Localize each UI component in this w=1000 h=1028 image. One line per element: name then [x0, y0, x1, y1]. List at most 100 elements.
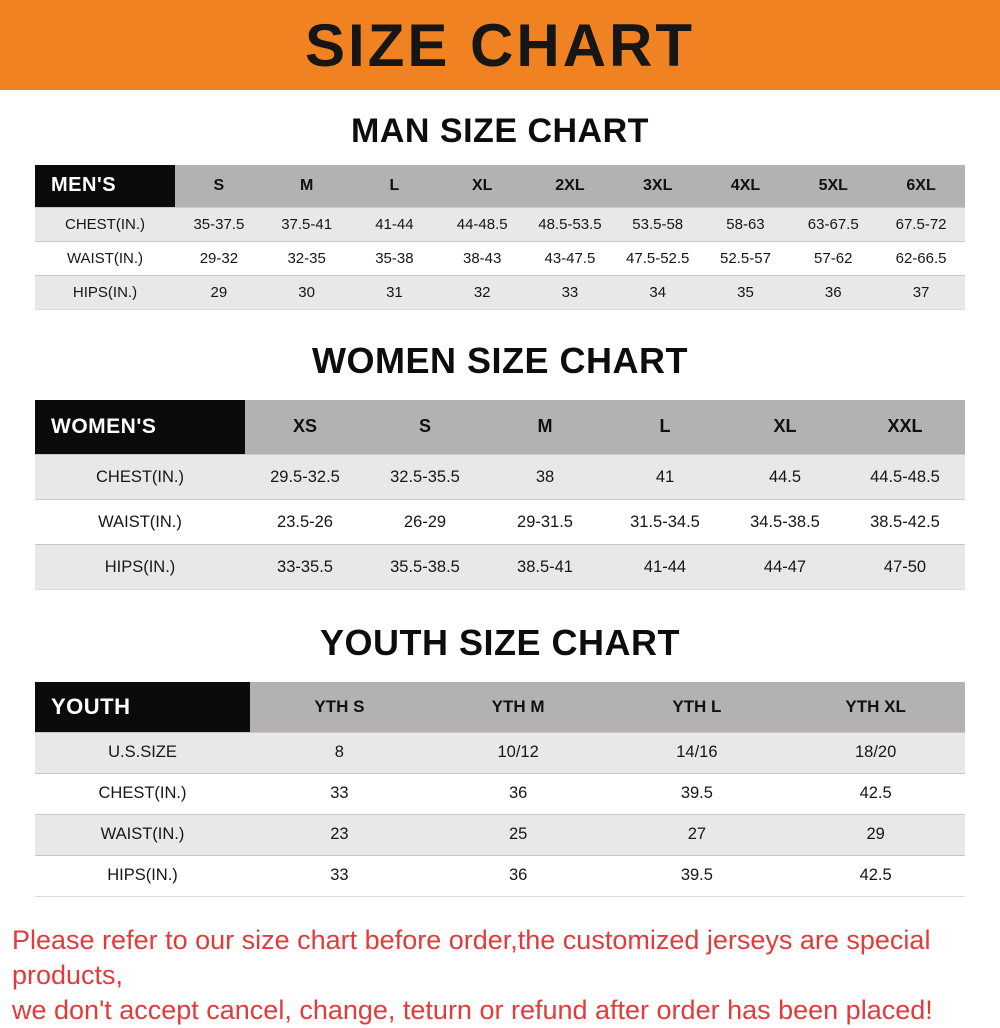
- measurement-value: 42.5: [786, 854, 965, 897]
- size-column-header: M: [262, 165, 351, 207]
- measurement-value: 14/16: [607, 731, 787, 773]
- measurement-label: HIPS(IN.): [35, 544, 245, 590]
- size-column-header: S: [365, 399, 485, 455]
- table-row: U.S.SIZE 8 10/12 14/16 18/20: [35, 731, 965, 773]
- measurement-value: 44-47: [725, 544, 845, 590]
- measurement-value: 26-29: [365, 499, 485, 545]
- size-column-header: YTH XL: [786, 682, 965, 732]
- measurement-value: 29: [786, 813, 965, 855]
- measurement-value: 35: [701, 274, 790, 310]
- footer-line-1: Please refer to our size chart before or…: [12, 924, 931, 990]
- measurement-value: 36: [428, 772, 608, 814]
- measurement-value: 33: [250, 854, 429, 897]
- footer-note: Please refer to our size chart before or…: [12, 923, 990, 1028]
- size-column-header: 4XL: [701, 165, 790, 207]
- table-row: HIPS(IN.) 33 36 39.5 42.5: [35, 854, 965, 897]
- measurement-value: 41-44: [350, 206, 439, 241]
- table-row: WAIST(IN.) 23.5-26 26-29 29-31.5 31.5-34.5 34…: [35, 499, 965, 545]
- men-section-title: MAN SIZE CHART: [351, 112, 649, 150]
- youth-size-chart-section: YOUTH SIZE CHART YOUTH YTH S YTH M YTH L YTH …: [0, 622, 1000, 897]
- women-section-title: WOMEN SIZE CHART: [312, 339, 688, 381]
- measurement-value: 23.5-26: [245, 499, 365, 545]
- measurement-value: 47.5-52.5: [613, 240, 702, 275]
- table-row: HIPS(IN.) 33-35.5 35.5-38.5 38.5-41 41-44 44-…: [35, 544, 965, 590]
- measurement-value: 53.5-58: [613, 206, 702, 241]
- measurement-value: 35-38: [350, 240, 439, 275]
- measurement-value: 44.5: [725, 454, 845, 500]
- measurement-value: 31.5-34.5: [605, 499, 725, 545]
- women-table-header-row: WOMEN'S XS S M L XL XXL: [35, 399, 965, 455]
- measurement-value: 44-48.5: [438, 206, 527, 241]
- women-table-header-label: WOMEN'S: [35, 399, 245, 455]
- measurement-value: 37: [877, 274, 965, 310]
- sections-container: MAN SIZE CHART MEN'S S M L XL 2XL 3XL 4XL 5XL 6XL C…: [0, 112, 1000, 897]
- measurement-label: CHEST(IN.): [35, 206, 175, 241]
- size-column-header: 3XL: [613, 165, 702, 207]
- measurement-value: 58-63: [701, 206, 790, 241]
- measurement-value: 33: [526, 274, 614, 310]
- measurement-value: 29-31.5: [485, 499, 605, 545]
- measurement-value: 18/20: [786, 731, 965, 773]
- measurement-value: 34: [613, 274, 702, 310]
- measurement-value: 27: [607, 813, 787, 855]
- measurement-value: 47-50: [845, 544, 965, 590]
- men-size-chart-section: MAN SIZE CHART MEN'S S M L XL 2XL 3XL 4XL 5XL 6XL C…: [0, 112, 1000, 310]
- table-row: CHEST(IN.) 35-37.5 37.5-41 41-44 44-48.5 48.5…: [35, 206, 965, 241]
- measurement-label: WAIST(IN.): [35, 240, 175, 275]
- youth-section-title: YOUTH SIZE CHART: [319, 622, 680, 663]
- size-column-header: L: [605, 399, 725, 455]
- size-column-header: 5XL: [789, 165, 878, 207]
- size-column-header: 2XL: [526, 165, 614, 207]
- measurement-value: 29: [175, 274, 263, 310]
- measurement-label: HIPS(IN.): [35, 854, 250, 897]
- size-column-header: YTH S: [250, 682, 429, 732]
- measurement-value: 32.5-35.5: [365, 454, 485, 500]
- measurement-label: WAIST(IN.): [35, 813, 250, 855]
- measurement-value: 44.5-48.5: [845, 454, 965, 500]
- measurement-value: 39.5: [607, 854, 787, 897]
- measurement-value: 41-44: [605, 544, 725, 590]
- table-row: WAIST(IN.) 29-32 32-35 35-38 38-43 43-47.5 47.…: [35, 240, 965, 275]
- measurement-value: 38.5-41: [485, 544, 605, 590]
- measurement-value: 36: [428, 854, 608, 897]
- size-column-header: XS: [245, 399, 365, 455]
- measurement-value: 31: [350, 274, 439, 310]
- size-column-header: XL: [725, 399, 845, 455]
- measurement-value: 32-35: [262, 240, 351, 275]
- size-column-header: M: [485, 399, 605, 455]
- measurement-value: 62-66.5: [877, 240, 965, 275]
- size-column-header: 6XL: [877, 165, 965, 207]
- measurement-value: 38: [485, 454, 605, 500]
- size-column-header: YTH L: [607, 682, 787, 732]
- measurement-value: 30: [262, 274, 351, 310]
- measurement-value: 67.5-72: [877, 206, 965, 241]
- size-column-header: YTH M: [428, 682, 608, 732]
- size-column-header: S: [175, 165, 263, 207]
- measurement-value: 63-67.5: [789, 206, 878, 241]
- measurement-value: 37.5-41: [262, 206, 351, 241]
- measurement-value: 39.5: [607, 772, 787, 814]
- men-table-header-label: MEN'S: [35, 165, 175, 207]
- table-row: HIPS(IN.) 29 30 31 32 33 34 35 36 37: [35, 274, 965, 310]
- measurement-value: 29-32: [175, 240, 263, 275]
- measurement-value: 34.5-38.5: [725, 499, 845, 545]
- measurement-value: 25: [428, 813, 608, 855]
- measurement-value: 35.5-38.5: [365, 544, 485, 590]
- measurement-value: 48.5-53.5: [526, 206, 614, 241]
- youth-table-header-row: YOUTH YTH S YTH M YTH L YTH XL: [35, 682, 965, 732]
- measurement-value: 29.5-32.5: [245, 454, 365, 500]
- measurement-value: 33: [250, 772, 429, 814]
- measurement-value: 57-62: [789, 240, 878, 275]
- size-column-header: XXL: [845, 399, 965, 455]
- table-row: CHEST(IN.) 33 36 39.5 42.5: [35, 772, 965, 814]
- measurement-value: 43-47.5: [526, 240, 614, 275]
- table-row: CHEST(IN.) 29.5-32.5 32.5-35.5 38 41 44.5 44.5…: [35, 454, 965, 500]
- men-table-header-row: MEN'S S M L XL 2XL 3XL 4XL 5XL 6XL: [35, 165, 965, 207]
- measurement-label: CHEST(IN.): [35, 454, 245, 500]
- table-row: WAIST(IN.) 23 25 27 29: [35, 813, 965, 855]
- measurement-value: 33-35.5: [245, 544, 365, 590]
- measurement-label: U.S.SIZE: [35, 731, 250, 773]
- measurement-value: 52.5-57: [701, 240, 790, 275]
- measurement-value: 32: [438, 274, 527, 310]
- measurement-value: 36: [789, 274, 878, 310]
